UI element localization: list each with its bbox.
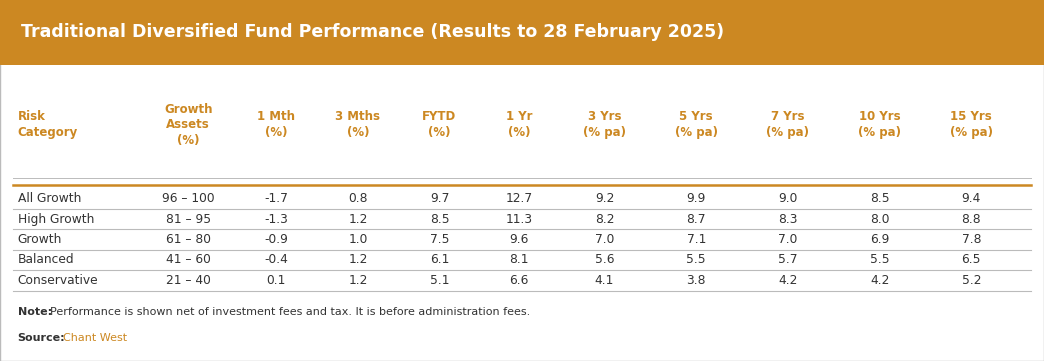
- Text: -1.7: -1.7: [264, 192, 288, 205]
- Text: 3.8: 3.8: [687, 274, 706, 287]
- Text: Growth
Assets
(%): Growth Assets (%): [164, 103, 213, 147]
- Text: 1.2: 1.2: [349, 274, 367, 287]
- Text: Note: Performance is shown net of investment fees and tax. It is before administ: Note: Performance is shown net of invest…: [18, 307, 531, 317]
- Text: 7.1: 7.1: [687, 233, 706, 246]
- Text: 4.2: 4.2: [870, 274, 889, 287]
- Text: -1.3: -1.3: [264, 213, 288, 226]
- Text: 8.1: 8.1: [509, 253, 528, 266]
- Text: Note:: Note:: [18, 307, 52, 317]
- Text: 15 Yrs
(% pa): 15 Yrs (% pa): [950, 110, 993, 139]
- Text: 8.7: 8.7: [687, 213, 706, 226]
- Text: 8.2: 8.2: [595, 213, 614, 226]
- Text: 11.3: 11.3: [505, 213, 532, 226]
- Text: 5.6: 5.6: [595, 253, 614, 266]
- Text: Conservative: Conservative: [18, 274, 98, 287]
- Text: 1 Yr
(%): 1 Yr (%): [505, 110, 532, 139]
- Text: -0.4: -0.4: [264, 253, 288, 266]
- Text: 96 – 100: 96 – 100: [162, 192, 215, 205]
- Text: 4.2: 4.2: [778, 274, 798, 287]
- Text: 9.0: 9.0: [778, 192, 798, 205]
- Text: 81 – 95: 81 – 95: [166, 213, 211, 226]
- Text: 9.4: 9.4: [962, 192, 981, 205]
- Text: 41 – 60: 41 – 60: [166, 253, 211, 266]
- Text: 8.5: 8.5: [870, 192, 889, 205]
- Text: 7.5: 7.5: [430, 233, 449, 246]
- Text: 5.7: 5.7: [778, 253, 798, 266]
- Text: 9.7: 9.7: [430, 192, 449, 205]
- Text: 6.6: 6.6: [509, 274, 528, 287]
- Text: Performance is shown net of investment fees and tax. It is before administration: Performance is shown net of investment f…: [50, 307, 530, 317]
- Text: 9.9: 9.9: [687, 192, 706, 205]
- Text: 8.5: 8.5: [430, 213, 449, 226]
- Text: Traditional Diversified Fund Performance (Results to 28 February 2025): Traditional Diversified Fund Performance…: [21, 23, 723, 42]
- Text: 1 Mth
(%): 1 Mth (%): [258, 110, 295, 139]
- Text: -0.9: -0.9: [264, 233, 288, 246]
- Text: 7.0: 7.0: [778, 233, 798, 246]
- Text: 5 Yrs
(% pa): 5 Yrs (% pa): [674, 110, 717, 139]
- Text: 0.8: 0.8: [349, 192, 367, 205]
- Text: All Growth: All Growth: [18, 192, 81, 205]
- Text: 6.5: 6.5: [962, 253, 981, 266]
- Text: Balanced: Balanced: [18, 253, 74, 266]
- Text: 1.2: 1.2: [349, 253, 367, 266]
- Text: 5.5: 5.5: [870, 253, 889, 266]
- Text: 5.1: 5.1: [430, 274, 449, 287]
- Text: 4.1: 4.1: [595, 274, 614, 287]
- Text: 10 Yrs
(% pa): 10 Yrs (% pa): [858, 110, 901, 139]
- Text: FYTD
(%): FYTD (%): [423, 110, 456, 139]
- Text: 5.5: 5.5: [686, 253, 706, 266]
- Text: 3 Yrs
(% pa): 3 Yrs (% pa): [583, 110, 626, 139]
- Text: Risk
Category: Risk Category: [18, 110, 78, 139]
- Text: 61 – 80: 61 – 80: [166, 233, 211, 246]
- Text: 5.2: 5.2: [962, 274, 981, 287]
- Text: 1.0: 1.0: [349, 233, 367, 246]
- Text: 1.2: 1.2: [349, 213, 367, 226]
- Text: 8.0: 8.0: [870, 213, 889, 226]
- Text: 6.9: 6.9: [870, 233, 889, 246]
- Text: High Growth: High Growth: [18, 213, 94, 226]
- Text: 12.7: 12.7: [505, 192, 532, 205]
- Text: 7.0: 7.0: [595, 233, 614, 246]
- Text: 8.8: 8.8: [962, 213, 981, 226]
- Text: 7 Yrs
(% pa): 7 Yrs (% pa): [766, 110, 809, 139]
- Text: 3 Mths
(%): 3 Mths (%): [335, 110, 380, 139]
- Text: Source:: Source:: [18, 332, 66, 343]
- Text: 6.1: 6.1: [430, 253, 449, 266]
- Text: 9.2: 9.2: [595, 192, 614, 205]
- Text: 21 – 40: 21 – 40: [166, 274, 211, 287]
- Bar: [0, 0, 1044, 65]
- Text: 8.3: 8.3: [778, 213, 798, 226]
- Text: Chant West: Chant West: [63, 332, 127, 343]
- Text: Growth: Growth: [18, 233, 63, 246]
- Text: 9.6: 9.6: [509, 233, 528, 246]
- Text: 0.1: 0.1: [267, 274, 286, 287]
- Text: 7.8: 7.8: [962, 233, 981, 246]
